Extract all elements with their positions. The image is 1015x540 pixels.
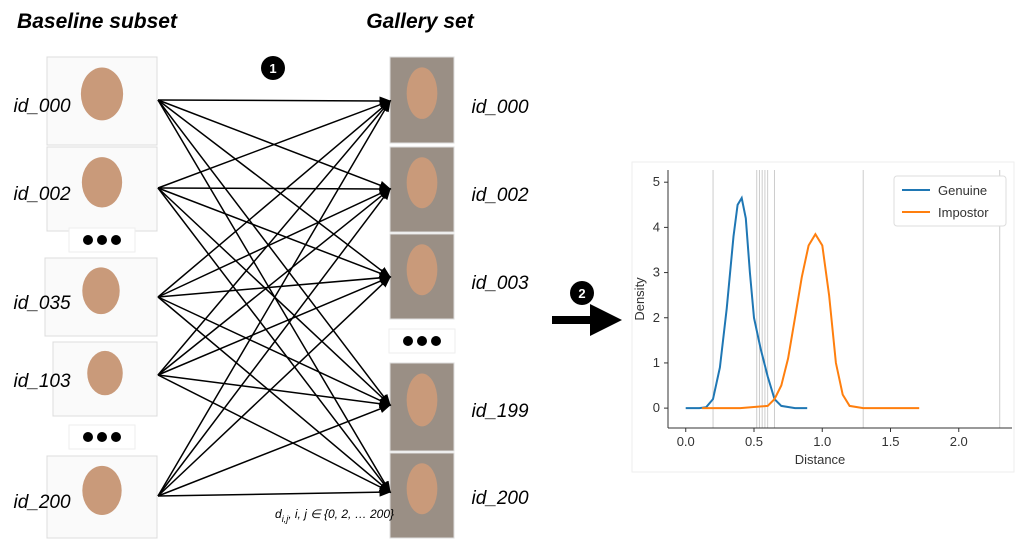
y-tick-label: 5 <box>653 174 660 189</box>
face <box>87 351 123 395</box>
ellipsis-dot <box>83 235 93 245</box>
face <box>82 267 119 314</box>
face <box>407 157 438 208</box>
y-axis-label: Density <box>632 277 647 321</box>
ellipsis-dot <box>97 235 107 245</box>
face <box>407 374 438 427</box>
x-tick-label: 0.5 <box>745 434 763 449</box>
face <box>407 244 438 295</box>
baseline-id: id_200 <box>13 492 70 513</box>
baseline-id: id_035 <box>13 293 70 314</box>
connection <box>158 492 390 496</box>
step-number: 1 <box>269 61 276 76</box>
face <box>82 466 121 515</box>
y-tick-label: 0 <box>653 400 660 415</box>
x-tick-label: 0.0 <box>677 434 695 449</box>
connection <box>158 297 390 405</box>
baseline-id: id_002 <box>13 184 70 205</box>
legend-label: Impostor <box>938 205 989 220</box>
formula: di,j, i, j ∈ {0, 2, … 200} <box>275 507 394 524</box>
face <box>407 463 438 514</box>
connection <box>158 375 390 405</box>
ellipsis-dot <box>431 336 441 346</box>
ellipsis-dot <box>83 432 93 442</box>
connection <box>158 100 390 101</box>
connection <box>158 188 390 189</box>
legend-label: Genuine <box>938 183 987 198</box>
y-tick-label: 4 <box>653 219 660 234</box>
connection <box>158 100 390 405</box>
connection <box>158 188 390 492</box>
step-number: 2 <box>578 286 585 301</box>
figure: Baseline subset Gallery set id_000 id_002… <box>0 0 1015 540</box>
gallery-id: id_003 <box>471 273 528 294</box>
diagram: id_000 id_002 id_035 id_103 id_200 id_000 id_0… <box>13 56 594 538</box>
baseline-id: id_000 <box>13 96 70 117</box>
face <box>82 157 122 207</box>
connection <box>158 189 390 297</box>
gallery-id: id_199 <box>471 401 528 422</box>
ellipsis-dot <box>403 336 413 346</box>
face <box>81 68 123 121</box>
ellipsis-dot <box>417 336 427 346</box>
gallery-id: id_200 <box>471 488 528 509</box>
baseline-id: id_103 <box>13 371 70 392</box>
x-tick-label: 1.0 <box>813 434 831 449</box>
x-axis-label: Distance <box>795 452 846 467</box>
connection <box>158 188 390 405</box>
connection <box>158 101 390 375</box>
connection <box>158 101 390 297</box>
ellipsis-dot <box>97 432 107 442</box>
x-tick-label: 1.5 <box>881 434 899 449</box>
gallery-id: id_002 <box>471 185 528 206</box>
y-tick-label: 3 <box>653 265 660 280</box>
y-tick-label: 1 <box>653 355 660 370</box>
x-tick-label: 2.0 <box>950 434 968 449</box>
ellipsis-dot <box>111 235 121 245</box>
ellipsis-dot <box>111 432 121 442</box>
face <box>407 67 438 119</box>
connection <box>158 189 390 375</box>
left-title: Baseline subset <box>17 10 178 33</box>
gallery-id: id_000 <box>471 97 528 118</box>
formula-text: , i, j ∈ {0, 2, … 200} <box>288 507 394 521</box>
right-title: Gallery set <box>366 10 474 33</box>
y-tick-label: 2 <box>653 310 660 325</box>
